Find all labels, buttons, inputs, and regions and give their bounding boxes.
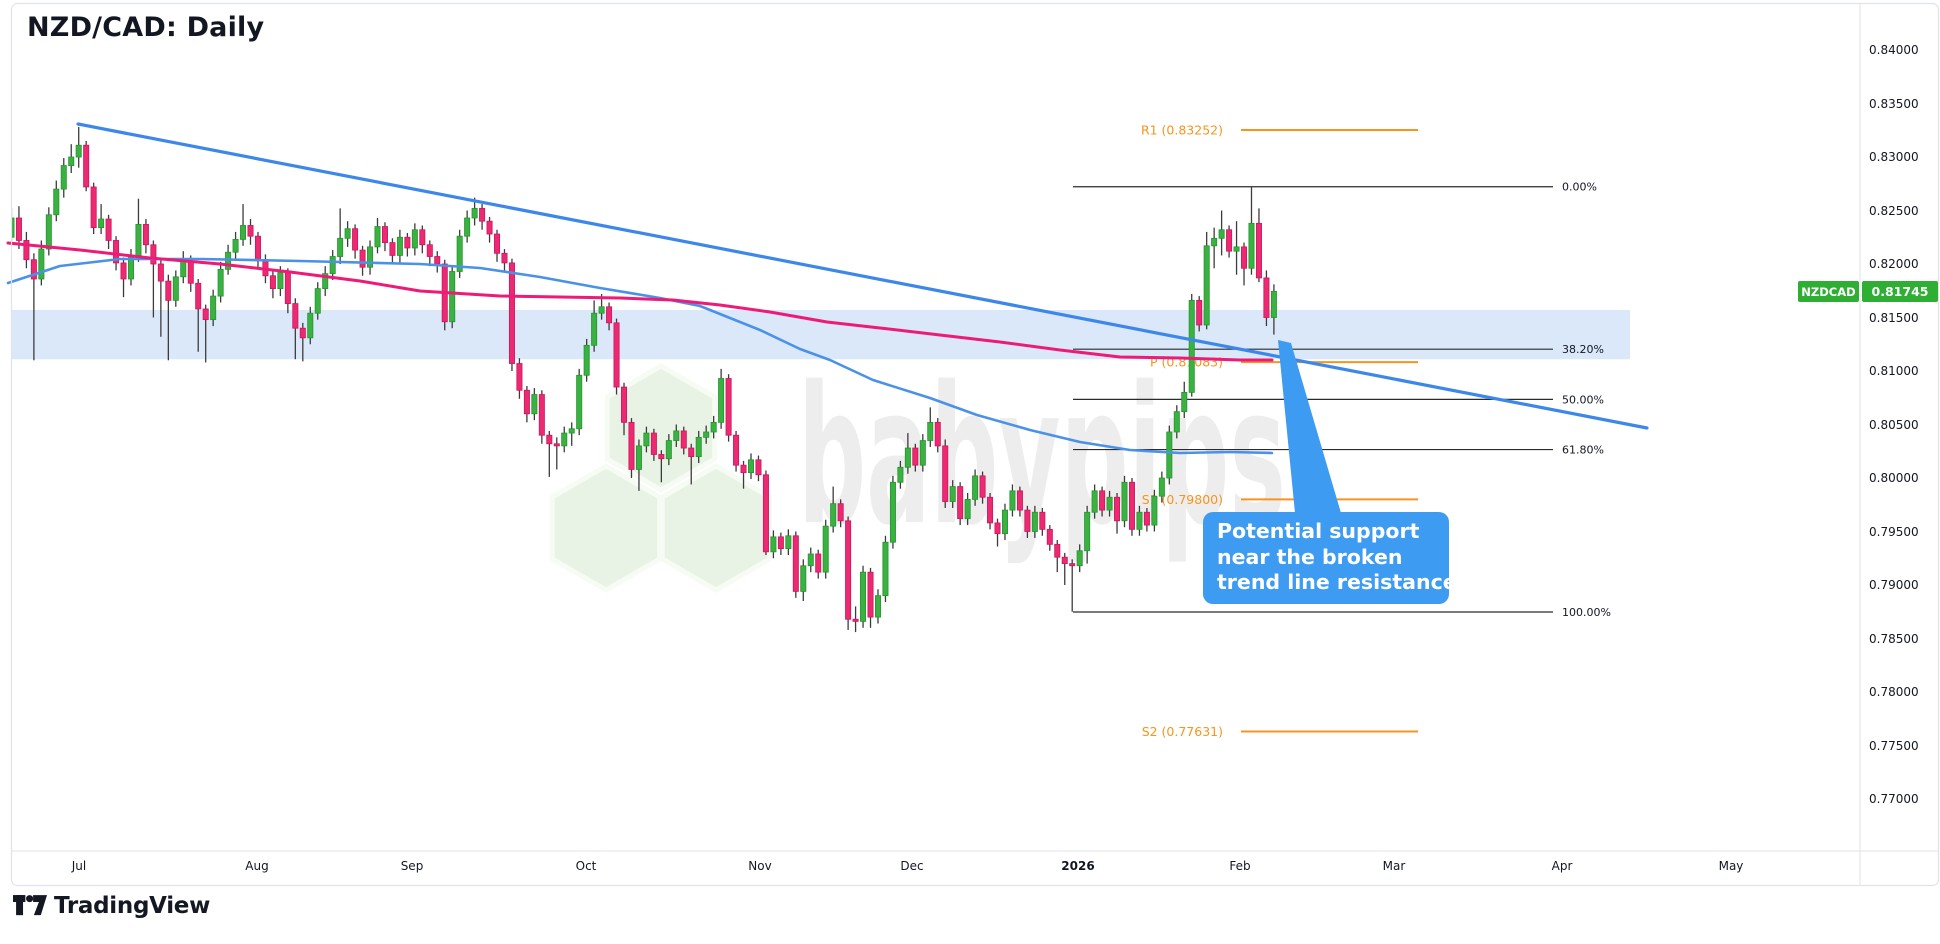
pivot-level-label: S2 (0.77631) [1142, 724, 1223, 739]
price-axis-label: 0.83000 [1869, 150, 1919, 164]
symbol-price-tag: NZDCAD [1798, 281, 1859, 302]
time-axis[interactable] [11, 851, 1938, 884]
fib-level-label: 61.80% [1562, 444, 1604, 457]
annotation-line: near the broken [1217, 544, 1403, 569]
last-price-tag: 0.81745 [1862, 281, 1938, 302]
fib-level-label: 0.00% [1562, 181, 1597, 194]
time-axis-label: Apr [1551, 859, 1573, 873]
time-axis-label: Nov [748, 859, 772, 873]
price-axis-label: 0.79500 [1869, 524, 1919, 539]
price-axis-label: 0.77000 [1869, 792, 1919, 806]
price-axis-label: 0.84000 [1869, 43, 1919, 57]
widget-border [10, 2, 1940, 887]
price-axis-label: 0.83500 [1869, 96, 1919, 111]
time-axis-label: May [1718, 859, 1744, 873]
time-axis-label: Dec [900, 859, 924, 873]
candles-layer [12, 127, 1277, 633]
time-axis-label: Feb [1229, 859, 1251, 873]
price-axis-label: 0.78500 [1869, 631, 1919, 646]
time-axis-label: Oct [575, 859, 597, 873]
price-axis-label: 0.77500 [1869, 738, 1919, 753]
broken-trend-line [76, 122, 1649, 430]
time-axis-label: Sep [400, 859, 424, 873]
annotation-line: Potential support [1217, 519, 1420, 543]
price-axis-label: 0.82500 [1869, 203, 1919, 218]
tradingview-brand-text: TradingView [54, 892, 211, 919]
annotation-callout: Potential support near the broken trend … [1203, 512, 1457, 604]
price-axis-label: 0.81500 [1869, 310, 1919, 325]
fib-level-label: 50.00% [1562, 393, 1604, 406]
price-axis-label: 0.80500 [1869, 417, 1919, 432]
time-axis-label: 2026 [1061, 859, 1095, 873]
fib-level-label: 38.20% [1562, 343, 1604, 356]
price-axis-label: 0.80000 [1869, 471, 1919, 485]
time-axis-label: Jul [71, 859, 87, 873]
watermark-cube-icon [659, 463, 773, 593]
annotation-callout-tail [1278, 340, 1341, 513]
tradingview-attribution: TradingView [13, 892, 210, 919]
price-axis-label: 0.82000 [1869, 257, 1919, 271]
ma-fast-line [6, 241, 1274, 362]
price-axis-label: 0.78000 [1869, 685, 1919, 699]
annotation-line: trend line resistance [1217, 570, 1457, 594]
ma-slow-line [6, 257, 1274, 455]
fib-level-label: 100.00% [1562, 606, 1611, 619]
price-axis-label: 0.79000 [1869, 578, 1919, 592]
chart-title: NZD/CAD: Daily [27, 12, 265, 43]
tradingview-logo-icon [13, 895, 47, 916]
pivot-level-label: R1 (0.83252) [1141, 123, 1223, 138]
watermark-cube-icon [549, 463, 663, 593]
support-zone-band [11, 310, 1630, 360]
time-axis-label: Aug [245, 859, 269, 873]
time-axis-label: Mar [1382, 859, 1406, 873]
price-axis-label: 0.81000 [1869, 364, 1919, 378]
